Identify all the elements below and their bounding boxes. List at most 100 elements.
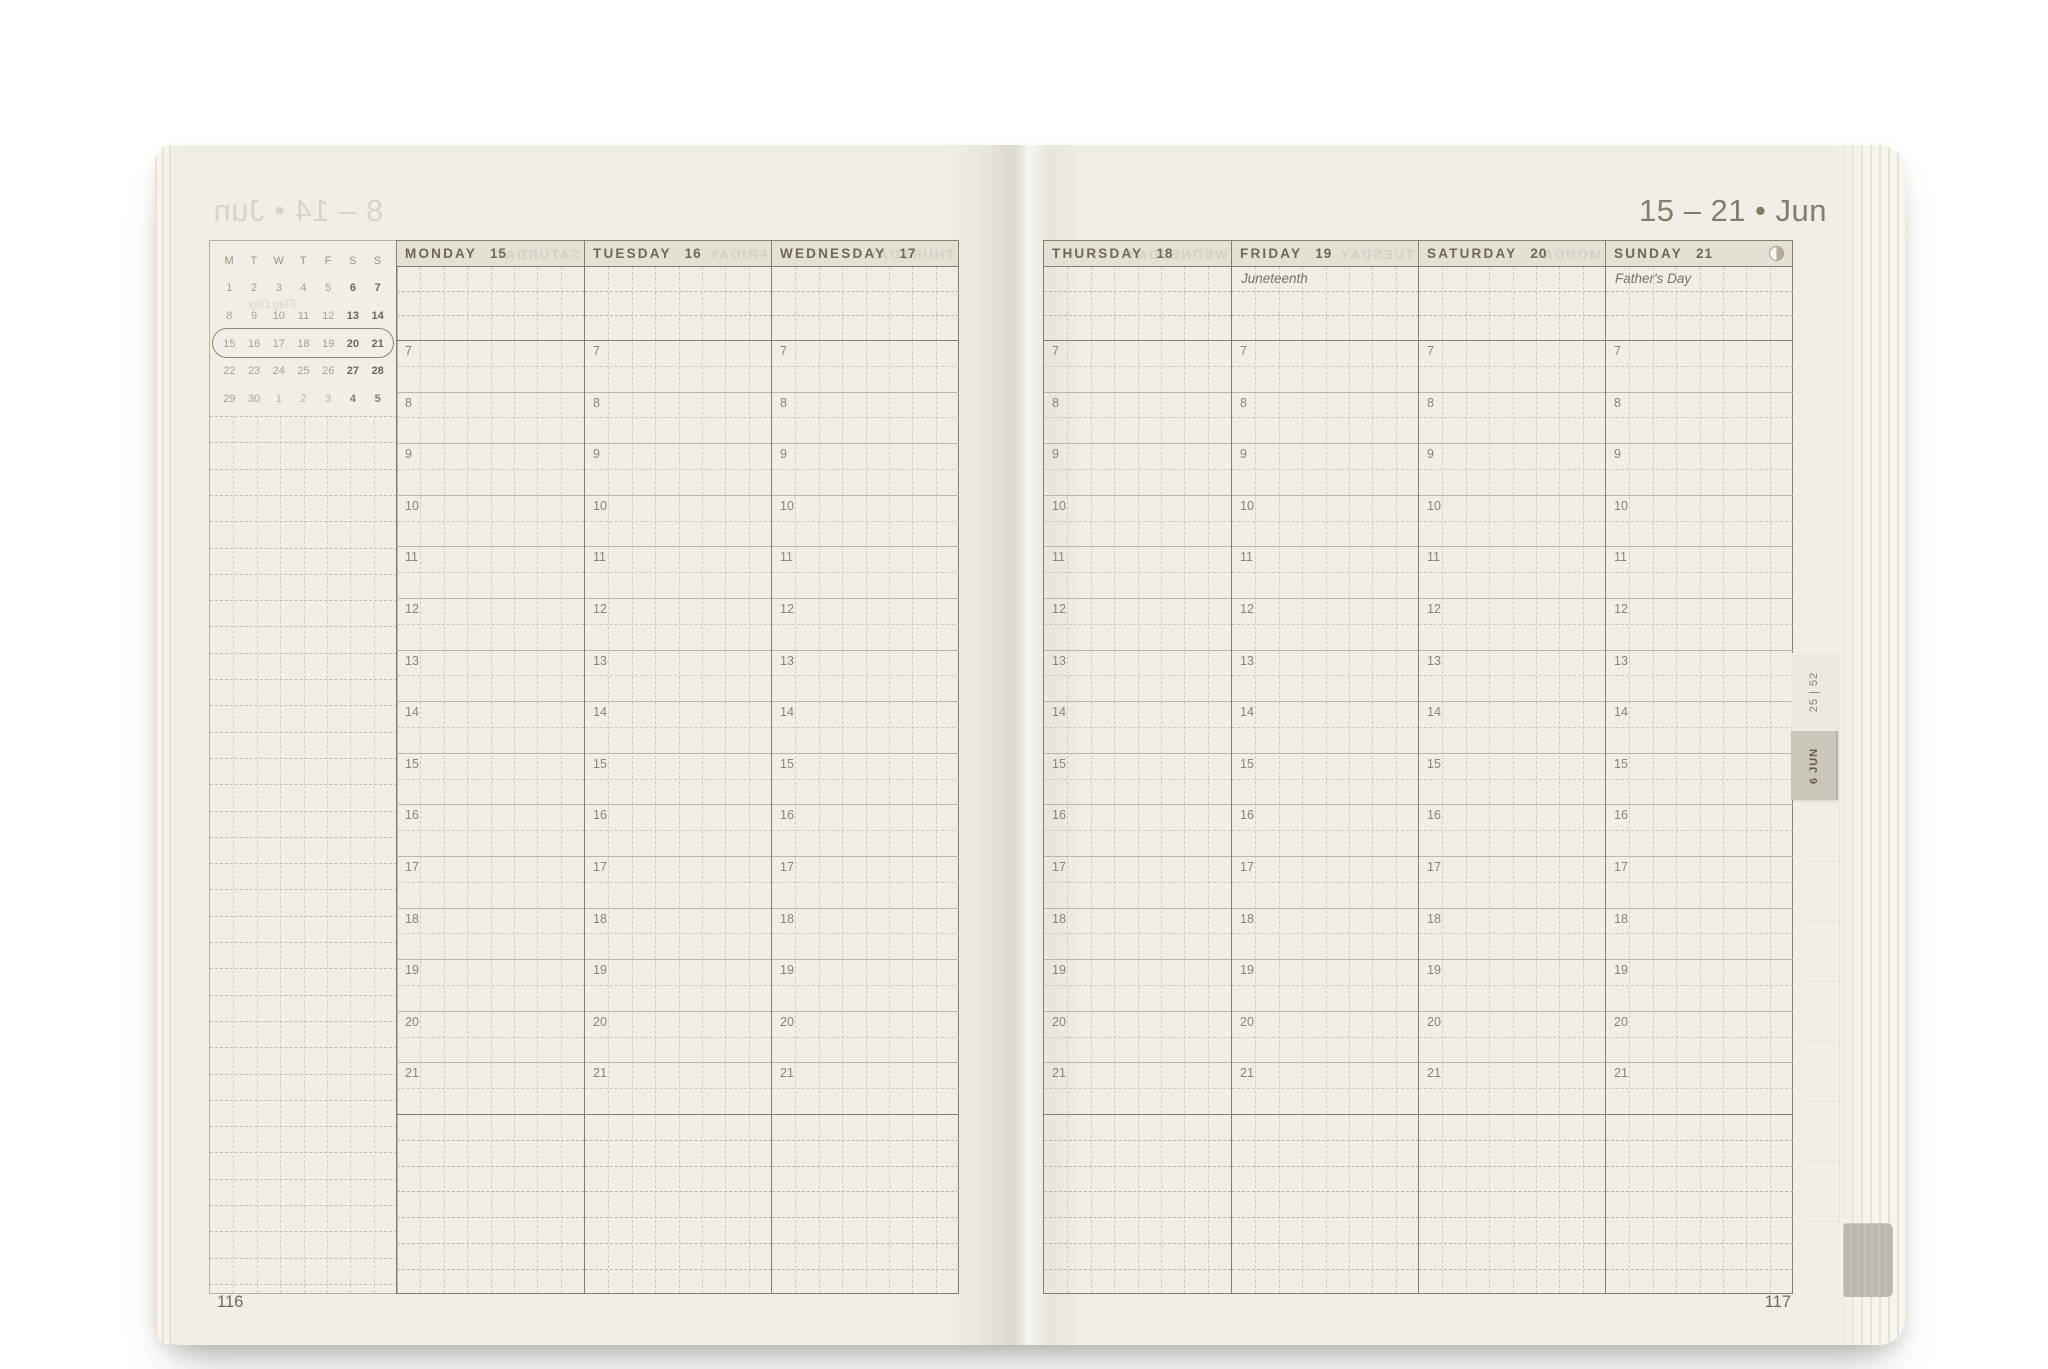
hour-label: 18 — [593, 911, 607, 926]
day-grid-sunday[interactable]: 7 8 9 10 11 12 13 14 15 16 17 18 19 20 21 Father's Day — [1606, 267, 1793, 1293]
day-column-saturday[interactable]: SATURDAY 20 MONDAY 7 8 9 10 11 12 13 14 15 16 17 18 19 2… — [1418, 241, 1606, 1293]
day-date: 17 — [899, 246, 917, 261]
day-header-tuesday[interactable]: TUESDAY 16 FRIDAY — [585, 241, 771, 267]
mini-calendar-day-cell[interactable]: 8 — [226, 309, 233, 322]
mini-calendar-day-cell[interactable]: 10 — [272, 309, 285, 322]
day-header-monday[interactable]: MONDAY 15 SATURDAY — [397, 241, 584, 267]
day-column-tuesday[interactable]: TUESDAY 16 FRIDAY 7 8 9 10 11 12 13 14 15 16 17 18 19 20… — [584, 241, 772, 1293]
day-header-wednesday[interactable]: WEDNESDAY 17 THURSDAY — [772, 241, 958, 267]
mini-calendar-day-cell[interactable]: 3 — [325, 392, 332, 405]
mini-calendar-day-cell[interactable]: 22 — [223, 365, 236, 378]
day-header-friday[interactable]: FRIDAY 19 TUESDAY — [1232, 241, 1418, 267]
day-column-friday[interactable]: FRIDAY 19 TUESDAY 7 8 9 10 11 12 13 14 15 16 17 18 19 20… — [1231, 241, 1419, 1293]
hour-label: 14 — [1240, 705, 1254, 720]
hour-label: 11 — [1240, 550, 1253, 565]
day-date: 20 — [1530, 246, 1548, 261]
hour-label: 10 — [593, 498, 607, 513]
mini-calendar-day-cell[interactable]: 7 — [374, 282, 381, 295]
hour-label: 15 — [593, 756, 607, 771]
hour-label: 19 — [780, 963, 794, 978]
mini-calendar-day-cell[interactable]: 20 — [346, 337, 360, 350]
mini-calendar-day-cell[interactable]: 12 — [322, 309, 335, 322]
ghost-day-name: SATURDAY — [493, 247, 580, 262]
mini-calendar-day-cell[interactable]: 5 — [374, 392, 381, 405]
hour-label: 7 — [1052, 344, 1059, 358]
ghost-day-name: WEDNESDAY — [1125, 247, 1227, 262]
hour-label: 13 — [1614, 653, 1628, 668]
mini-calendar-day-cell[interactable]: 19 — [322, 337, 335, 350]
mini-calendar-day-cell[interactable]: 18 — [297, 337, 310, 350]
day-name: THURSDAY — [1052, 246, 1144, 261]
day-header-sunday[interactable]: SUNDAY 21 — [1606, 241, 1792, 267]
mini-calendar-weekday: S — [349, 254, 357, 267]
day-column-monday[interactable]: MONDAY 15 SATURDAY 7 8 9 10 11 12 13 14 15 16 17 18 19 2… — [397, 241, 584, 1293]
hour-label: 13 — [1427, 653, 1441, 668]
hour-label: 10 — [1052, 498, 1066, 513]
mini-calendar-day-cell[interactable]: 29 — [223, 392, 236, 405]
hour-label: 18 — [1427, 911, 1441, 926]
hour-label: 11 — [780, 550, 793, 565]
mini-calendar-day-cell[interactable]: 6 — [349, 282, 356, 295]
day-column-wednesday[interactable]: WEDNESDAY 17 THURSDAY 7 8 9 10 11 12 13 14 15 16 17 18… — [771, 241, 959, 1293]
mini-calendar-day-cell[interactable]: 5 — [325, 282, 332, 295]
mini-calendar-day-cell[interactable]: 9 — [251, 309, 258, 322]
hour-label: 9 — [405, 447, 412, 462]
mini-calendar-day-cell[interactable]: 26 — [322, 365, 335, 378]
day-grid-friday[interactable]: 7 8 9 10 11 12 13 14 15 16 17 18 19 20 21 Juneteenth — [1232, 267, 1419, 1293]
sidebar-notes-panel[interactable]: M T W T F S S 1 2 3 4 5 6 7 8 9 10 11 12 13 14 15 16 17 18 19 20 21… — [209, 240, 398, 1294]
hour-label: 9 — [780, 447, 787, 462]
hour-label: 16 — [405, 808, 419, 823]
mini-calendar-day-cell[interactable]: 4 — [349, 392, 356, 405]
ghost-day-name: THURSDAY — [866, 247, 954, 262]
day-name: SATURDAY — [1427, 246, 1518, 261]
day-grid-monday[interactable]: 7 8 9 10 11 12 13 14 15 16 17 18 19 20 21 — [397, 267, 584, 1293]
mini-calendar-day-cell[interactable]: 1 — [226, 282, 233, 295]
mini-calendar-day-cell[interactable]: 23 — [247, 365, 261, 378]
hour-label: 16 — [593, 808, 607, 823]
mini-calendar-day-cell[interactable]: 27 — [346, 365, 360, 378]
day-grid-saturday[interactable]: 7 8 9 10 11 12 13 14 15 16 17 18 19 20 21 — [1419, 267, 1606, 1293]
hour-label: 9 — [1614, 447, 1621, 462]
day-name: WEDNESDAY — [780, 246, 887, 261]
week-number-tab[interactable]: 25 | 52 — [1791, 653, 1838, 731]
hour-label: 17 — [1052, 860, 1066, 874]
hour-label: 10 — [1240, 498, 1254, 513]
page-number-right: 117 — [1764, 1293, 1791, 1311]
hour-label: 12 — [1052, 602, 1066, 616]
day-date: 19 — [1315, 246, 1333, 261]
left-page-stack-edge — [155, 145, 171, 1345]
mini-calendar-day-cell[interactable]: 25 — [297, 365, 310, 378]
hour-label: 7 — [780, 344, 787, 358]
mini-calendar-day-cell[interactable]: 1 — [275, 392, 282, 405]
hour-label: 15 — [1240, 756, 1254, 771]
mini-calendar-day-cell[interactable]: 4 — [300, 282, 307, 295]
hour-label: 8 — [780, 395, 787, 410]
hour-label: 7 — [1614, 344, 1621, 358]
mini-calendar-day-cell[interactable]: 17 — [272, 337, 285, 350]
mini-calendar-day-cell[interactable]: 13 — [346, 309, 360, 322]
mini-calendar-day-cell[interactable]: 28 — [371, 365, 384, 378]
hour-label: 8 — [1427, 395, 1434, 410]
mini-calendar-day-cell[interactable]: 14 — [371, 309, 384, 322]
day-grid-thursday[interactable]: 7 8 9 10 11 12 13 14 15 16 17 18 19 20 21 — [1044, 267, 1231, 1293]
mini-calendar-day-cell[interactable]: 24 — [272, 365, 285, 378]
day-grid-tuesday[interactable]: 7 8 9 10 11 12 13 14 15 16 17 18 19 20 21 — [585, 267, 772, 1293]
day-column-sunday[interactable]: SUNDAY 21 7 8 9 10 11 12 13 14 15 16 17 18 19 20 21 Fathe… — [1605, 241, 1793, 1293]
mini-calendar-weekday: T — [299, 254, 308, 267]
hour-label: 8 — [405, 395, 412, 410]
right-page-stack-edge — [1827, 145, 1905, 1345]
mini-calendar-day-cell[interactable]: 2 — [300, 392, 307, 405]
day-column-thursday[interactable]: THURSDAY 18 WEDNESDAY 7 8 9 10 11 12 13 14 15 16 17 18… — [1044, 241, 1231, 1293]
day-grid-wednesday[interactable]: 7 8 9 10 11 12 13 14 15 16 17 18 19 20 21 — [772, 267, 959, 1293]
month-tab-jun[interactable]: 6 JUN — [1791, 731, 1838, 800]
day-header-saturday[interactable]: SATURDAY 20 MONDAY — [1419, 241, 1605, 267]
hour-label: 20 — [1052, 1014, 1066, 1029]
day-header-thursday[interactable]: THURSDAY 18 WEDNESDAY — [1044, 241, 1231, 267]
mini-calendar-day-cell[interactable]: 2 — [251, 282, 258, 295]
hour-label: 15 — [1427, 756, 1441, 771]
mini-calendar-day-cell[interactable]: 30 — [247, 392, 261, 405]
mini-calendar-day-cell[interactable]: 16 — [247, 337, 261, 350]
hour-label: 11 — [1052, 550, 1065, 565]
mini-calendar-day-cell[interactable]: 3 — [275, 282, 282, 295]
mini-calendar-day-cell[interactable]: 11 — [297, 309, 310, 322]
